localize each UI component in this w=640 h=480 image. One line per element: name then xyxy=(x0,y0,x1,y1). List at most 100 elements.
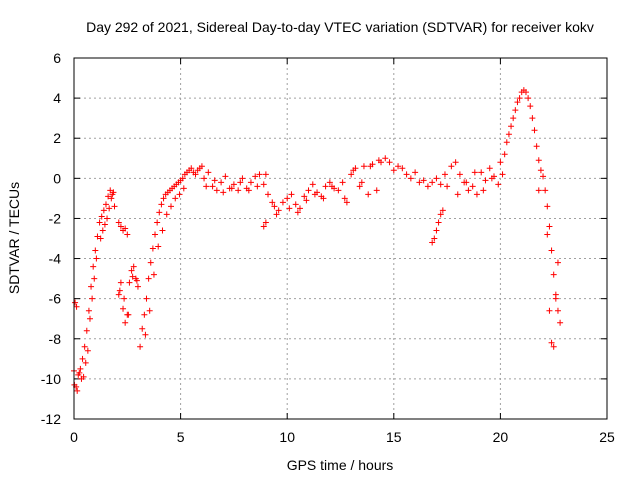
data-point xyxy=(260,181,267,188)
data-point xyxy=(81,343,88,350)
data-point xyxy=(292,201,299,208)
data-point xyxy=(386,159,393,166)
y-tick-label: -10 xyxy=(41,371,61,387)
data-point xyxy=(130,263,137,270)
data-point xyxy=(514,99,521,106)
data-point xyxy=(218,179,225,186)
data-point xyxy=(399,165,406,172)
data-point xyxy=(546,223,553,230)
data-point xyxy=(335,187,342,194)
y-tick-label: 2 xyxy=(53,130,61,146)
x-tick-labels: 0 5 10 15 20 25 xyxy=(70,429,615,445)
grid-lines xyxy=(74,58,607,419)
data-point xyxy=(463,179,470,186)
y-tick-label: -6 xyxy=(49,291,62,307)
data-point xyxy=(110,189,117,196)
data-point xyxy=(235,187,242,194)
data-point xyxy=(537,167,544,174)
data-point xyxy=(407,175,414,182)
data-point xyxy=(154,219,161,226)
data-point xyxy=(149,245,156,252)
y-axis-label: SDTVAR / TECUs xyxy=(6,182,22,294)
data-point xyxy=(143,295,150,302)
data-point xyxy=(134,283,141,290)
data-point xyxy=(433,227,440,234)
data-point xyxy=(296,205,303,212)
data-point xyxy=(441,171,448,178)
data-point xyxy=(117,223,124,230)
data-point xyxy=(542,187,549,194)
data-point xyxy=(358,179,365,186)
data-point xyxy=(305,187,312,194)
data-point xyxy=(550,271,557,278)
data-point xyxy=(145,275,152,282)
x-tick-label: 25 xyxy=(599,429,615,445)
data-point xyxy=(454,191,461,198)
chart-title: Day 292 of 2021, Sidereal Day-to-day VTE… xyxy=(86,19,594,35)
x-tick-label: 15 xyxy=(386,429,402,445)
data-point xyxy=(533,143,540,150)
data-point xyxy=(137,343,144,350)
data-point xyxy=(437,211,444,218)
data-point xyxy=(360,163,367,170)
data-point xyxy=(128,267,135,274)
data-point xyxy=(382,155,389,162)
data-point xyxy=(97,235,104,242)
data-point xyxy=(403,171,410,178)
data-point xyxy=(252,173,259,180)
data-point xyxy=(89,295,96,302)
data-point xyxy=(527,103,534,110)
data-point xyxy=(546,307,553,314)
y-tick-label: 0 xyxy=(53,170,61,186)
data-point xyxy=(488,175,495,182)
y-tick-label: -8 xyxy=(49,331,62,347)
data-point xyxy=(552,295,559,302)
data-point xyxy=(367,163,374,170)
data-point xyxy=(550,343,557,350)
data-point xyxy=(510,115,517,122)
data-point xyxy=(424,183,431,190)
data-point xyxy=(303,197,310,204)
data-point xyxy=(473,191,480,198)
x-tick-label: 0 xyxy=(70,429,78,445)
data-point xyxy=(548,339,555,346)
data-point xyxy=(209,183,216,190)
data-point xyxy=(129,273,136,280)
data-point xyxy=(480,187,487,194)
data-point xyxy=(435,219,442,226)
data-point xyxy=(311,191,318,198)
y-tick-label: -4 xyxy=(49,251,62,267)
data-point xyxy=(203,183,210,190)
data-point xyxy=(548,247,555,254)
data-point xyxy=(482,177,489,184)
data-point xyxy=(557,319,564,326)
data-point xyxy=(228,185,235,192)
data-point xyxy=(192,171,199,178)
data-point xyxy=(91,275,98,282)
data-point xyxy=(111,203,118,210)
data-point xyxy=(230,181,237,188)
data-point xyxy=(222,173,229,180)
data-point xyxy=(172,195,179,202)
data-point xyxy=(343,199,350,206)
data-point xyxy=(104,215,111,222)
data-point xyxy=(108,195,115,202)
data-point xyxy=(79,355,86,362)
data-point xyxy=(152,231,159,238)
data-point xyxy=(125,311,132,318)
x-tick-label: 10 xyxy=(279,429,295,445)
data-point xyxy=(102,201,109,208)
data-point xyxy=(465,187,472,194)
data-point xyxy=(180,185,187,192)
data-point xyxy=(122,319,129,326)
data-point xyxy=(286,205,293,212)
data-point xyxy=(213,187,220,194)
data-points xyxy=(71,87,564,394)
y-tick-label: -2 xyxy=(49,210,62,226)
data-point xyxy=(341,195,348,202)
data-point xyxy=(535,157,542,164)
data-point xyxy=(72,299,79,306)
data-point xyxy=(529,115,536,122)
data-point xyxy=(554,307,561,314)
